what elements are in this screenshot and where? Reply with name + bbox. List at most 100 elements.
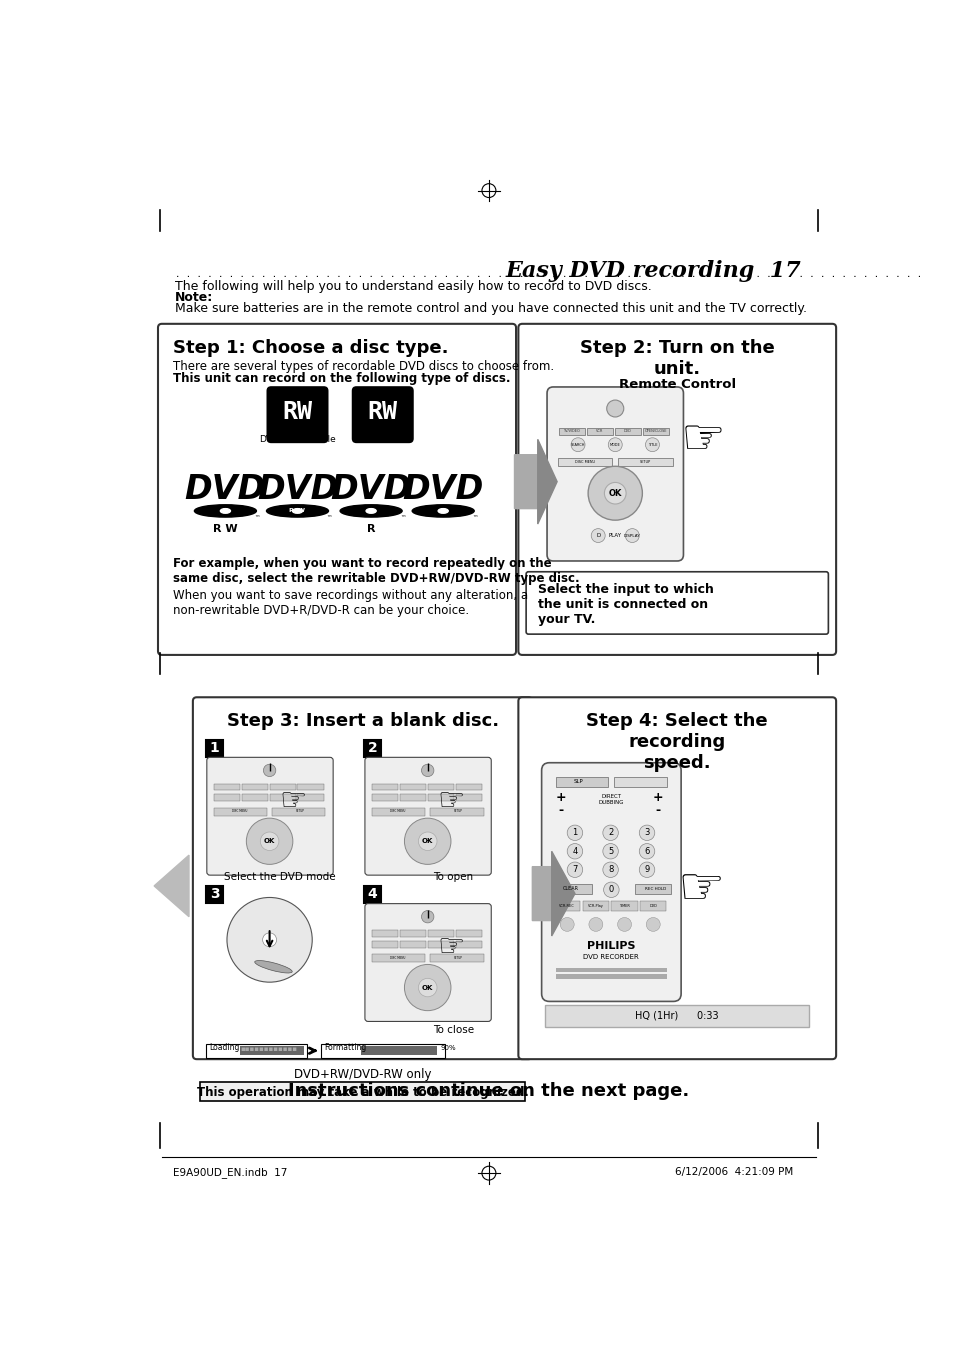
Text: SLP: SLP [574,778,583,784]
Text: DISC MENU: DISC MENU [390,809,405,813]
Bar [372,940,397,947]
Text: To close: To close [433,1024,474,1035]
Bar [399,794,426,801]
Bar [555,885,592,894]
Text: 8: 8 [607,865,613,874]
Text: DISC MENU: DISC MENU [390,955,405,959]
Text: 4: 4 [368,888,377,901]
Text: TITLE: TITLE [647,443,657,447]
Bar [456,929,481,936]
Text: The following will help you to understand easily how to record to DVD discs.: The following will help you to understan… [174,280,651,293]
Bar [558,428,584,435]
Ellipse shape [437,508,448,513]
Text: ™: ™ [253,516,259,521]
Text: OK: OK [264,838,275,844]
Text: DVD+ReWritable: DVD+ReWritable [259,435,335,444]
Circle shape [559,917,574,931]
Ellipse shape [266,505,328,517]
Bar [456,784,481,790]
Text: ☞: ☞ [680,416,725,465]
Text: TV/VIDEO: TV/VIDEO [563,430,579,434]
Text: 1: 1 [572,828,577,838]
Text: CLEAR: CLEAR [562,886,578,892]
Circle shape [645,917,659,931]
Ellipse shape [220,508,231,513]
Circle shape [608,438,621,451]
Ellipse shape [262,934,276,947]
Text: 2: 2 [368,742,377,755]
Circle shape [571,438,584,451]
Bar [372,808,425,816]
Bar [241,794,268,801]
Circle shape [617,917,631,931]
Circle shape [567,825,582,840]
FancyBboxPatch shape [193,697,532,1059]
Text: ☞: ☞ [677,863,723,915]
Bar [297,794,323,801]
Text: DVD+R: DVD+R [366,435,399,444]
Bar [270,794,295,801]
Text: ▪▪▪▪▪▪▪▪▪▪▪▪: ▪▪▪▪▪▪▪▪▪▪▪▪ [240,1046,296,1052]
Circle shape [418,978,436,997]
Circle shape [588,917,602,931]
Bar [642,428,668,435]
Bar [427,794,454,801]
Bar [240,1046,303,1055]
FancyBboxPatch shape [266,386,328,443]
Bar [360,1046,436,1055]
Circle shape [404,819,451,865]
Text: VCR-Play: VCR-Play [587,904,603,908]
Bar [206,739,223,757]
Text: ™: ™ [399,516,405,521]
Bar [639,901,666,912]
Bar [364,739,381,757]
Circle shape [591,528,604,543]
Bar [372,794,397,801]
Text: RW: RW [367,400,397,424]
Text: 7: 7 [572,865,577,874]
Bar [614,777,666,786]
Circle shape [639,862,654,877]
Polygon shape [514,455,543,508]
Text: ☞: ☞ [437,934,465,962]
Text: -: - [655,804,659,817]
Text: DVD: DVD [185,473,266,505]
Text: ™: ™ [326,516,332,521]
Bar [555,777,608,786]
Text: Note:: Note: [174,292,213,304]
Bar [372,929,397,936]
Bar [241,784,268,790]
Text: D: D [596,534,599,538]
Bar [555,967,666,973]
Text: 3: 3 [210,888,219,901]
Text: SETUP: SETUP [453,955,462,959]
Ellipse shape [254,961,292,973]
Polygon shape [532,867,567,920]
Bar [456,794,481,801]
Bar [427,784,454,790]
FancyBboxPatch shape [517,697,835,1059]
Circle shape [603,882,618,897]
Text: To open: To open [433,871,473,882]
Circle shape [404,965,451,1011]
Bar [615,428,640,435]
FancyBboxPatch shape [158,324,516,655]
Bar [297,784,323,790]
Text: OPEN/CLOSE: OPEN/CLOSE [643,430,666,434]
Bar [611,901,637,912]
Text: 1: 1 [210,742,219,755]
Text: HQ (1Hr)      0:33: HQ (1Hr) 0:33 [635,1011,719,1020]
Circle shape [567,843,582,859]
Circle shape [418,832,436,851]
Text: 6/12/2006  4:21:09 PM: 6/12/2006 4:21:09 PM [675,1167,793,1177]
Ellipse shape [412,505,474,517]
Text: For example, when you want to record repeatedly on the
same disc, select the rew: For example, when you want to record rep… [172,557,578,585]
Text: 9: 9 [643,865,649,874]
Text: RW: RW [282,400,313,424]
Text: Select the DVD mode: Select the DVD mode [224,871,335,882]
Text: SETUP: SETUP [453,809,462,813]
Text: DVD: DVD [402,473,483,505]
Ellipse shape [366,508,375,513]
Text: Step 3: Insert a blank disc.: Step 3: Insert a blank disc. [226,712,498,730]
Text: 6: 6 [643,847,649,855]
